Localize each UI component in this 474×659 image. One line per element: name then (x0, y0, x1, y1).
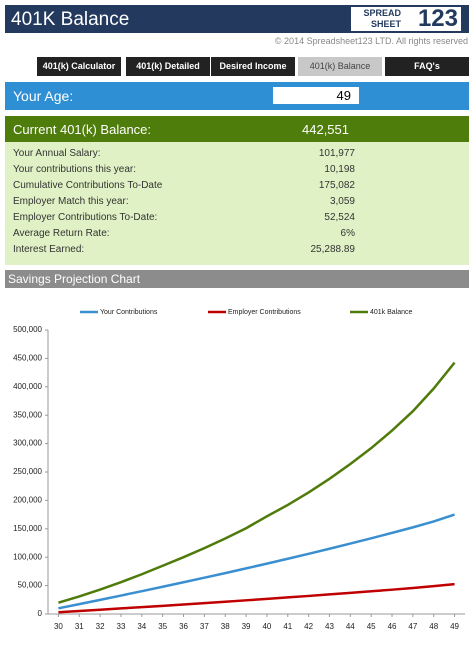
x-tick-label: 33 (117, 622, 126, 631)
x-tick-label: 35 (158, 622, 167, 631)
legend-label: 401k Balance (370, 309, 413, 316)
detail-value: 101,977 (318, 148, 355, 159)
series-line (58, 513, 455, 610)
y-tick-label: 500,000 (13, 325, 42, 334)
detail-value: 25,288.89 (310, 244, 356, 255)
detail-label: Employer Match this year: (13, 196, 129, 207)
x-tick-label: 41 (283, 622, 292, 631)
x-tick-label: 45 (367, 622, 376, 631)
y-tick-label: 50,000 (18, 581, 43, 590)
age-bar: Your Age: 49 (5, 82, 469, 110)
detail-value: 6% (340, 228, 355, 239)
x-tick-label: 32 (96, 622, 105, 631)
series-line (58, 361, 456, 604)
age-input[interactable]: 49 (273, 87, 359, 104)
logo-number: 123 (417, 5, 458, 32)
tab-active[interactable]: 401(k) Balance (298, 57, 382, 76)
balance-value: 442,551 (302, 122, 349, 137)
chart: 0 50,000 100,000 150,000 200,000 250,000 300,0… (13, 309, 465, 631)
y-tick-label: 400,000 (13, 382, 42, 391)
y-tick-label: 0 (38, 609, 43, 618)
x-tick-label: 43 (325, 622, 334, 631)
logo-text: SHEET (370, 19, 401, 29)
detail-row: Your Annual Salary: 101,977 (13, 148, 355, 164)
y-tick-label: 150,000 (13, 524, 42, 533)
y-tick-label: 300,000 (13, 439, 42, 448)
detail-row: Employer Contributions To-Date: 52,524 (13, 212, 355, 228)
detail-label: Interest Earned: (13, 244, 85, 255)
x-tick-label: 44 (346, 622, 355, 631)
x-tick-label: 30 (54, 622, 63, 631)
x-tick-label: 47 (408, 622, 417, 631)
x-tick-label: 36 (179, 622, 188, 631)
x-tick-label: 46 (388, 622, 397, 631)
detail-label: Average Return Rate: (13, 228, 110, 239)
logo-text: SPREAD (363, 8, 401, 18)
x-tick-label: 31 (75, 622, 84, 631)
detail-row: Average Return Rate: 6% (13, 228, 355, 244)
detail-value: 52,524 (324, 212, 355, 223)
detail-value: 3,059 (329, 196, 355, 207)
detail-value: 10,198 (324, 164, 355, 175)
x-tick-label: 37 (200, 622, 209, 631)
detail-value: 175,082 (318, 180, 355, 191)
y-tick-label: 350,000 (13, 410, 42, 419)
detail-row: Cumulative Contributions To-Date 175,082 (13, 180, 355, 196)
balance-label: Current 401(k) Balance: (13, 122, 152, 137)
series-line (58, 582, 455, 614)
page-title: 401K Balance (11, 9, 130, 30)
section-bar: Savings Projection Chart (5, 270, 469, 288)
y-tick-label: 250,000 (13, 467, 42, 476)
y-tick-label: 450,000 (13, 354, 42, 363)
section-title: Savings Projection Chart (8, 272, 141, 286)
age-label: Your Age: (13, 88, 74, 104)
tab[interactable]: Desired Income (211, 57, 295, 76)
tab[interactable]: FAQ's (385, 57, 469, 76)
detail-label: Cumulative Contributions To-Date (13, 180, 163, 191)
x-tick-label: 48 (429, 622, 438, 631)
detail-row: Employer Match this year: 3,059 (13, 196, 355, 212)
x-tick-label: 38 (221, 622, 230, 631)
age-value: 49 (336, 88, 351, 103)
detail-label: Your contributions this year: (13, 164, 137, 175)
header-bar: 401K Balance SPREAD SHEET 123 (5, 5, 469, 33)
legend-label: Employer Contributions (228, 309, 301, 316)
detail-label: Your Annual Salary: (13, 148, 101, 159)
x-tick-label: 34 (137, 622, 146, 631)
tab[interactable]: 401(k) Detailed (126, 57, 210, 76)
y-tick-label: 100,000 (13, 552, 42, 561)
y-tick-label: 200,000 (13, 496, 42, 505)
detail-row: Interest Earned: 25,288.89 (13, 244, 355, 260)
x-tick-label: 40 (262, 622, 271, 631)
tab[interactable]: 401(k) Calculator (37, 57, 121, 76)
copyright: © 2014 Spreadsheet123 LTD. All rights re… (274, 36, 468, 46)
legend-label: Your Contributions (100, 309, 158, 316)
detail-row: Your contributions this year: 10,198 (13, 164, 355, 180)
balance-bar: Current 401(k) Balance: 442,551 (5, 116, 469, 142)
x-tick-label: 42 (304, 622, 313, 631)
x-tick-label: 39 (242, 622, 251, 631)
detail-label: Employer Contributions To-Date: (13, 212, 158, 223)
details-panel: Your Annual Salary: 101,977 Your contribut… (5, 142, 469, 265)
x-tick-label: 49 (450, 622, 459, 631)
